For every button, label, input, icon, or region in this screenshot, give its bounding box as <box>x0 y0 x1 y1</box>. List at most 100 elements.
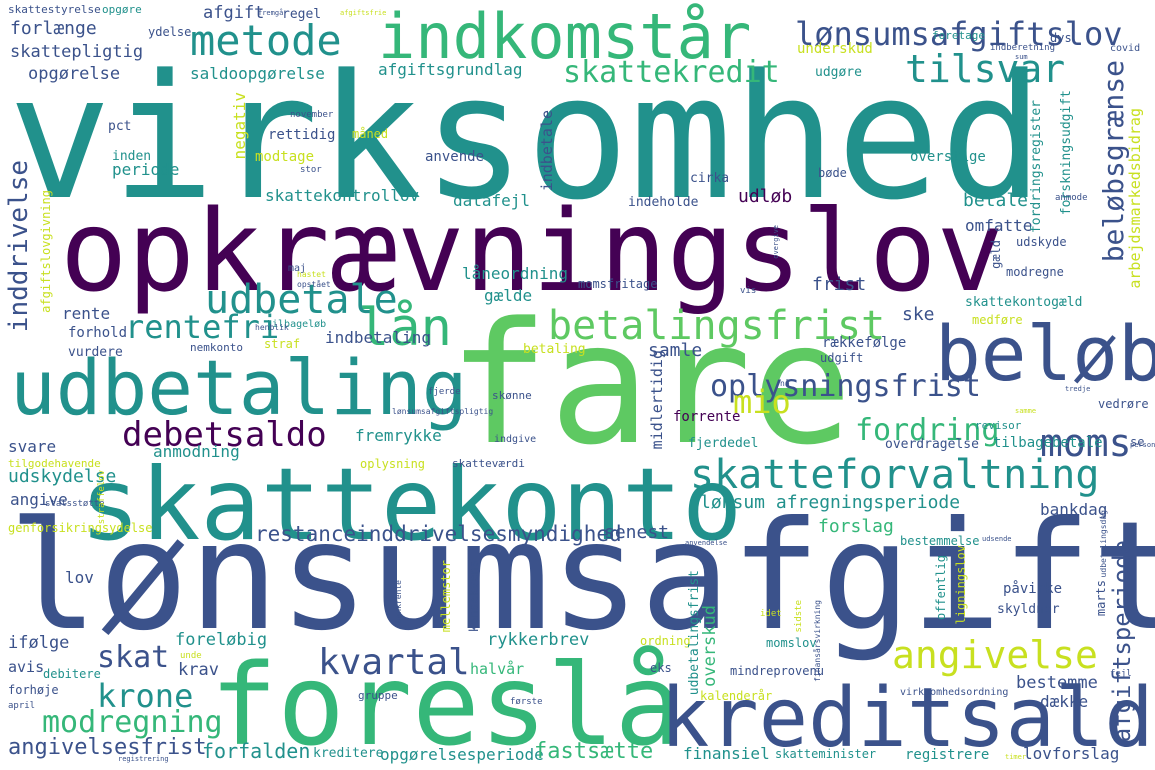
word-halvaar: halvår <box>470 660 525 678</box>
word-lonsum-afregning: lønsum afregningsperiode <box>700 492 961 513</box>
word-mio: mio <box>733 383 791 421</box>
word-krav: krav <box>178 660 219 680</box>
word-anvendelse: anvendelse <box>685 539 728 547</box>
word-ligningslov: ligningslov <box>954 545 968 625</box>
word-ske: ske <box>902 304 935 325</box>
word-person: person <box>1130 441 1155 449</box>
word-senest: senest <box>604 522 670 543</box>
word-maaned: måned <box>352 127 389 141</box>
word-revisor: revisor <box>975 419 1022 432</box>
word-skattekontogaeld: skattekontogæld <box>965 295 1083 310</box>
word-eks: eks <box>650 661 672 675</box>
word-samle: samle <box>648 340 703 361</box>
word-udsende: udsende <box>982 535 1012 543</box>
word-lan: lån <box>358 298 452 358</box>
word-modtage: modtage <box>255 149 315 165</box>
word-tredje: tredje <box>1065 385 1091 393</box>
word-forhoje: forhøje <box>8 683 59 697</box>
word-straf: straf <box>264 337 301 351</box>
word-fastsaette: fastsætte <box>534 739 654 764</box>
word-angivelsesfrist: angivelsesfrist <box>8 735 207 760</box>
word-indberetning: indberetning <box>990 43 1056 53</box>
word-forelobig: foreløbig <box>175 630 268 650</box>
word-udgift: udgift <box>820 351 864 365</box>
word-skatteminister: skatteminister <box>775 747 877 761</box>
word-debetsaldo: debetsaldo <box>122 415 327 455</box>
word-anvende: anvende <box>425 149 485 165</box>
word-betalingsfrist: betalingsfrist <box>548 303 886 349</box>
word-opkraevningslov: opkrævningslov <box>60 187 1005 317</box>
word-overgive: overgive <box>772 225 780 259</box>
word-gruppe: gruppe <box>358 689 398 702</box>
word-registrering: registrering <box>118 755 169 763</box>
word-nemkonto: nemkonto <box>190 341 243 354</box>
word-udskyde: udskyde <box>1016 235 1067 249</box>
word-kreditsaldo: kreditsaldo <box>660 671 1155 766</box>
word-mindreprovenu: mindreprovenu <box>730 664 824 678</box>
word-saldoopgorelse: saldoopgørelse <box>190 64 325 83</box>
word-virksomhed: virksomhed <box>8 37 1044 238</box>
word-timer: timer <box>1005 753 1027 761</box>
word-lov: lov <box>65 568 94 587</box>
word-kvartal: kvartal <box>318 642 470 683</box>
word-fare: fare <box>448 286 853 482</box>
word-forfalden: forfalden <box>202 739 311 763</box>
word-hastet: hastet <box>297 270 326 279</box>
word-skatteforvaltning: skatteforvaltning <box>690 452 1100 498</box>
word-udbetalingsdag: udbetalingsdag <box>1099 510 1108 578</box>
word-midlertidig: midlertidig <box>648 350 666 450</box>
word-april: april <box>8 701 36 711</box>
word-angive: angive <box>10 490 68 509</box>
word-offentlig: offentlig <box>934 555 948 621</box>
word-unde: unde <box>180 651 202 661</box>
word-skattevaerdi: skatteværdi <box>452 457 525 470</box>
word-rente: rente <box>62 304 111 323</box>
word-finansaarsvirkning: finansårsvirkning <box>813 600 822 682</box>
word-november: november <box>290 110 334 120</box>
word-metode: metode <box>190 16 342 65</box>
word-bestemme: bestemme <box>1016 673 1098 693</box>
word-indeholde: indeholde <box>628 195 699 210</box>
word-betale: betale <box>963 190 1029 211</box>
word-restanceinddrivelse: restanceinddrivelsesmyndighed <box>255 522 622 546</box>
word-lonsumsafgiftslov: lønsumsafgiftslov <box>795 15 1123 53</box>
word-skattekonto: skattekonto <box>80 446 743 563</box>
word-fjerde: fjerde <box>428 387 461 397</box>
word-rentefri: rentefri <box>125 308 280 346</box>
word-afgiftsperiode: afgiftsperiode <box>1108 540 1136 743</box>
word-indgive: indgive <box>494 434 537 445</box>
word-afgiftslovgivning: afgiftslovgivning <box>39 190 53 313</box>
word-underskud: underskud <box>797 41 873 57</box>
word-samme: samme <box>1015 407 1037 415</box>
word-avis: avis <box>8 658 45 676</box>
word-udgore: udgøre <box>815 65 862 80</box>
word-statsstotte: statsstøtte <box>45 499 105 509</box>
word-forslag: forslag <box>818 516 894 537</box>
word-tilbagelob: tilbageløb <box>266 319 327 330</box>
word-lonsumsafgiftspligtig: lønsumsafgiftspligtig <box>392 407 494 416</box>
word-periode: periode <box>112 160 180 179</box>
word-maj: maj <box>288 263 307 274</box>
word-overdragelse: overdragelse <box>885 437 979 452</box>
word-svare: svare <box>8 437 57 456</box>
word-arbejdsmarkedsbidrag: arbejdsmarkedsbidrag <box>1126 108 1144 289</box>
word-indkomstaar: indkomstår <box>378 0 752 73</box>
word-bankrente: bankrente <box>394 580 403 624</box>
word-ifolge: ifølge <box>8 633 70 653</box>
word-debitere: debitere <box>43 667 101 681</box>
word-cirka: cirka <box>690 171 730 186</box>
word-mellemstor: mellemstor <box>439 560 453 633</box>
word-virksomhedsordning: virksomhedsordning <box>900 687 1009 698</box>
word-lovforslag: lovforslag <box>1023 744 1120 763</box>
word-afgift: afgift <box>203 3 265 23</box>
word-gaelde: gælde <box>484 286 533 305</box>
word-udlob: udløb <box>738 186 793 207</box>
word-omfatte: omfatte <box>965 216 1033 235</box>
word-fremgaa: fremgå <box>258 9 284 17</box>
word-oplysningsfrist: oplysningsfrist <box>710 369 981 404</box>
word-skattestyrelse: skattestyrelse <box>8 3 101 16</box>
word-forste: første <box>510 697 543 707</box>
word-udbetale: udbetale <box>205 277 398 323</box>
word-paavirke: påvirke <box>1003 581 1063 597</box>
word-opgorelsesperiode: opgørelsesperiode <box>380 745 544 764</box>
